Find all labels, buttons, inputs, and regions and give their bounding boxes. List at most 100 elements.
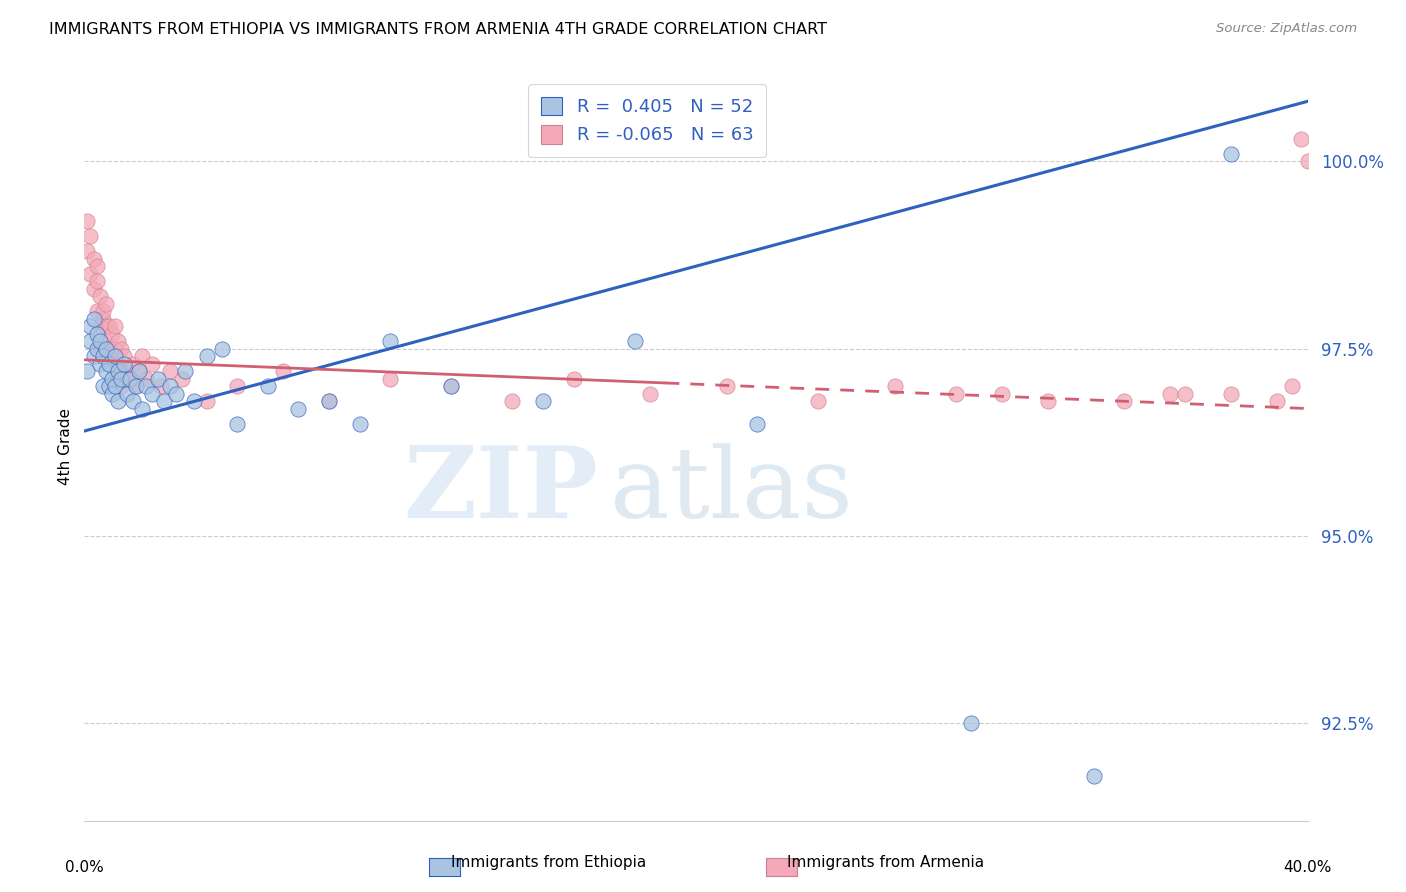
Point xyxy=(195,349,218,363)
Point xyxy=(89,289,111,303)
Point xyxy=(271,364,294,378)
Point xyxy=(135,371,157,385)
Point xyxy=(112,357,135,371)
Point xyxy=(83,311,105,326)
Point xyxy=(89,342,111,356)
Point xyxy=(1296,154,1319,169)
Point xyxy=(107,334,129,348)
Point xyxy=(531,394,554,409)
Point xyxy=(76,244,98,259)
Point xyxy=(91,311,114,326)
Point xyxy=(380,371,402,385)
Text: ZIP: ZIP xyxy=(404,442,598,540)
Point xyxy=(79,267,101,281)
Point xyxy=(97,379,120,393)
Point xyxy=(159,379,181,393)
Point xyxy=(104,349,127,363)
Text: IMMIGRANTS FROM ETHIOPIA VS IMMIGRANTS FROM ARMENIA 4TH GRADE CORRELATION CHART: IMMIGRANTS FROM ETHIOPIA VS IMMIGRANTS F… xyxy=(49,22,827,37)
Point xyxy=(125,379,148,393)
Point xyxy=(79,334,101,348)
Text: atlas: atlas xyxy=(610,443,853,539)
Point xyxy=(94,334,117,348)
Text: 40.0%: 40.0% xyxy=(1284,860,1331,874)
Point xyxy=(125,379,148,393)
Point xyxy=(991,386,1014,401)
Point xyxy=(94,296,117,310)
Point xyxy=(562,371,585,385)
Point xyxy=(104,364,127,378)
Point xyxy=(97,319,120,334)
Point xyxy=(318,394,340,409)
Point xyxy=(945,386,967,401)
Text: 0.0%: 0.0% xyxy=(65,860,104,874)
Point xyxy=(86,259,108,273)
Point xyxy=(110,371,132,385)
Point xyxy=(883,379,905,393)
Point xyxy=(195,394,218,409)
Point xyxy=(89,357,111,371)
Point xyxy=(1159,386,1181,401)
Point xyxy=(131,349,153,363)
Text: Immigrants from Ethiopia: Immigrants from Ethiopia xyxy=(451,855,645,870)
Point xyxy=(110,342,132,356)
Point xyxy=(128,364,150,378)
Point xyxy=(120,371,142,385)
Point xyxy=(76,364,98,378)
Point xyxy=(165,386,187,401)
Point xyxy=(83,252,105,266)
Point xyxy=(1083,769,1105,783)
Point xyxy=(83,282,105,296)
Point xyxy=(91,304,114,318)
Point xyxy=(502,394,524,409)
Point xyxy=(115,386,138,401)
Point xyxy=(101,371,124,385)
Point xyxy=(89,334,111,348)
Point xyxy=(141,386,163,401)
Point xyxy=(287,401,309,416)
Point xyxy=(226,417,249,431)
Point xyxy=(1291,132,1313,146)
Point xyxy=(101,349,124,363)
Point xyxy=(1036,394,1059,409)
Point xyxy=(101,326,124,341)
Point xyxy=(211,342,233,356)
Point xyxy=(149,379,172,393)
Text: Source: ZipAtlas.com: Source: ZipAtlas.com xyxy=(1216,22,1357,36)
Point xyxy=(107,357,129,371)
Point xyxy=(91,349,114,363)
Point xyxy=(440,379,463,393)
Point xyxy=(716,379,738,393)
Point xyxy=(380,334,402,348)
Point xyxy=(89,319,111,334)
Point xyxy=(1220,386,1243,401)
Point xyxy=(960,716,983,731)
Point xyxy=(110,379,132,393)
Point xyxy=(226,379,249,393)
Point xyxy=(97,342,120,356)
Point xyxy=(174,364,197,378)
Point xyxy=(86,274,108,288)
Point xyxy=(128,364,150,378)
Point xyxy=(141,357,163,371)
Point xyxy=(440,379,463,393)
Point xyxy=(146,371,169,385)
Point xyxy=(159,364,181,378)
Point xyxy=(86,326,108,341)
Point xyxy=(624,334,647,348)
Point xyxy=(104,319,127,334)
Point xyxy=(120,371,142,385)
Point xyxy=(638,386,661,401)
Point xyxy=(1265,394,1288,409)
Point xyxy=(104,342,127,356)
Point xyxy=(112,349,135,363)
Point xyxy=(94,364,117,378)
Point xyxy=(1220,146,1243,161)
Legend: R =  0.405   N = 52, R = -0.065   N = 63: R = 0.405 N = 52, R = -0.065 N = 63 xyxy=(529,84,766,157)
Y-axis label: 4th Grade: 4th Grade xyxy=(58,408,73,484)
Point xyxy=(349,417,371,431)
Text: Immigrants from Armenia: Immigrants from Armenia xyxy=(787,855,984,870)
Point xyxy=(807,394,830,409)
Point xyxy=(97,357,120,371)
Point xyxy=(76,214,98,228)
Point xyxy=(257,379,280,393)
